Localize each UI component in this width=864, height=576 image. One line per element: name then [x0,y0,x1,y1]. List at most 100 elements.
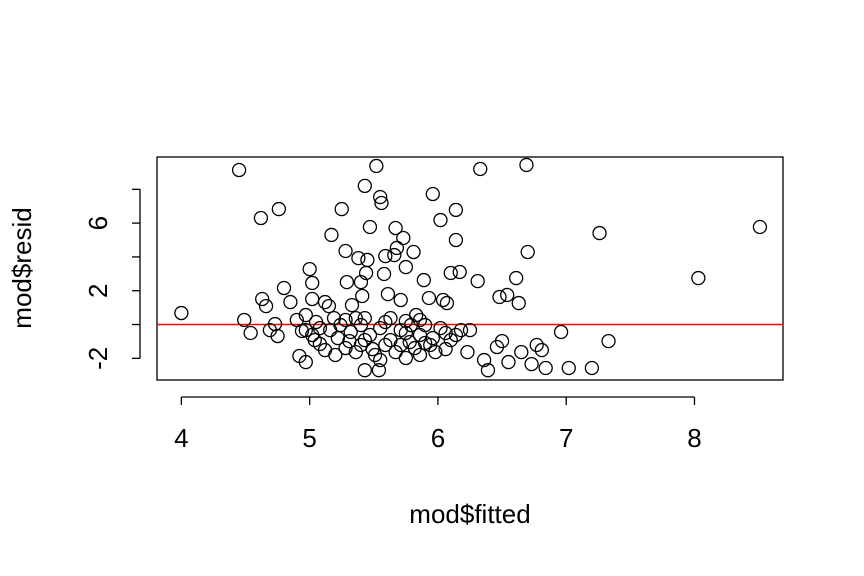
point [538,360,553,376]
point [389,240,405,256]
x-axis-label: mod$fitted [409,499,530,529]
point [357,310,372,326]
point [307,332,322,348]
point [333,317,348,333]
point [534,342,549,358]
point [592,225,607,241]
point [305,291,320,307]
point [448,232,464,248]
point [387,247,402,263]
point [553,324,569,340]
point [344,297,360,313]
point [371,363,387,378]
point [403,317,419,333]
point [398,350,414,366]
point [231,162,247,178]
point [324,227,339,243]
point [524,356,539,372]
point [473,161,488,177]
point [258,298,274,314]
point [529,337,544,353]
point [398,325,414,341]
point [500,287,515,303]
point [334,201,349,217]
point [383,310,398,326]
point [412,312,428,328]
point [253,210,269,226]
point [355,288,370,304]
point [443,332,458,348]
point [298,354,313,370]
x-tick-label: 4 [174,423,188,453]
point [752,219,768,235]
point [374,195,389,211]
point [421,290,437,306]
point [514,344,529,360]
point [425,186,440,202]
point [511,295,526,311]
point [174,305,189,321]
point [428,344,443,360]
point [317,294,333,310]
point [283,294,298,310]
point [338,312,353,328]
y-axis-label: mod$resid [7,207,37,328]
point [501,354,516,370]
point [406,244,421,260]
point [302,261,317,277]
x-tick-label: 5 [302,423,316,453]
x-tick-label: 8 [687,423,701,453]
y-tick-label: 2 [83,283,113,297]
point [470,273,485,289]
x-tick-label: 7 [559,423,573,453]
point [348,344,363,360]
point [398,259,414,275]
point [396,230,411,246]
y-tick-label: -2 [83,347,113,370]
point [351,250,366,266]
point [338,340,353,356]
point [438,341,453,357]
point [343,324,358,340]
point [367,347,383,363]
point [339,274,355,290]
point [373,189,388,205]
point [338,243,353,259]
point [439,295,455,311]
point [376,266,392,282]
point [393,292,408,308]
plot-frame [156,156,784,381]
point [353,317,369,333]
y-tick-label: 6 [83,216,113,230]
point [452,264,467,280]
point [237,312,252,328]
point [417,335,433,351]
point [433,212,448,228]
point [417,317,433,333]
point [270,328,285,344]
point [298,322,313,338]
point [433,320,448,336]
point [271,201,287,217]
point [243,325,258,341]
point [476,352,492,368]
point [353,274,369,290]
point [492,289,507,305]
point [357,363,372,378]
point [601,333,616,349]
x-tick-label: 6 [431,423,445,453]
point [378,314,393,330]
point [305,275,320,291]
point [453,322,469,338]
point [373,352,388,368]
point [360,252,375,268]
point [312,320,328,336]
point [393,337,408,353]
point [460,344,475,360]
point [509,270,524,286]
point [448,327,464,343]
point [584,360,600,376]
point [357,332,372,348]
point [369,158,384,174]
